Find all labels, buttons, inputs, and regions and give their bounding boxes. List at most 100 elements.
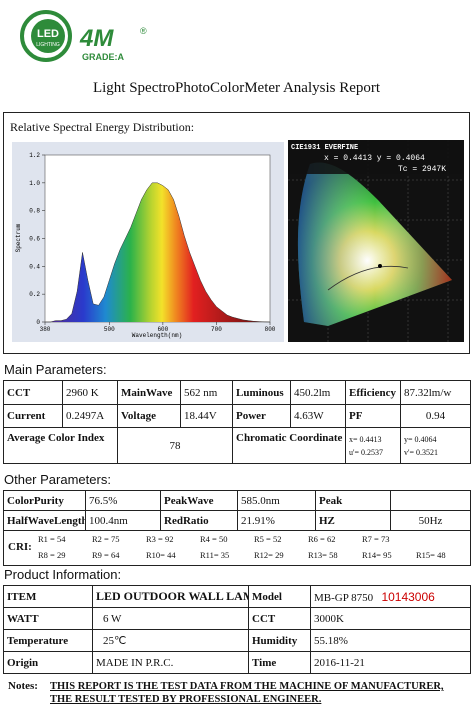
logo: LED LIGHTING 4M ® GRADE:A — [20, 10, 147, 62]
label: Peak — [315, 490, 391, 511]
value: 4.63W — [290, 404, 346, 428]
main-table: CCT 2960 K MainWave 562 nm Luminous 450.2lm… — [3, 380, 471, 464]
label: HZ — [315, 510, 391, 531]
cri-value: R1 = 54 — [38, 534, 66, 544]
value: 76.5% — [85, 490, 161, 511]
y-tick-label: 0 — [36, 319, 40, 326]
cri-value: R4 = 50 — [200, 534, 228, 544]
product-heading: Product Information: — [4, 567, 122, 582]
cri-value: R7 = 73 — [362, 534, 390, 544]
main-row: Average Color Index 78 Chromatic Coordin… — [3, 427, 471, 464]
x-axis-label: Wavelength(nm) — [132, 332, 182, 339]
cri-value: R2 = 75 — [92, 534, 120, 544]
other-heading: Other Parameters: — [4, 472, 111, 487]
label: Voltage — [117, 404, 181, 428]
y-tick-label: 0.4 — [29, 263, 40, 270]
value: x= 0.4413 u'= 0.2537 — [345, 427, 401, 464]
x-tick-label: 500 — [104, 326, 115, 333]
label: Efficiency — [345, 380, 401, 405]
cri-grid: CRI: R1 = 54 R2 = 75 R3 = 92 R4 = 50 R5 = 52… — [5, 532, 470, 565]
main-row: CCT 2960 K MainWave 562 nm Luminous 450.2lm… — [3, 380, 471, 405]
value: 2016-11-21 — [310, 651, 471, 674]
cri-value: R8 = 29 — [38, 550, 66, 560]
value: 0.94 — [400, 404, 471, 428]
grade: GRADE:A — [82, 52, 124, 62]
label: CCT — [3, 380, 63, 405]
y-tick-label: 0.8 — [29, 208, 40, 215]
spectral-heading: Relative Spectral Energy Distribution: — [10, 120, 195, 134]
label: PF — [345, 404, 401, 428]
logo-mark: ® — [140, 26, 147, 36]
value: MB-GP 8750 10143006 — [310, 585, 471, 608]
notes-label: Notes: — [8, 680, 38, 692]
value: 2960 K — [62, 380, 118, 405]
product-table: ITEM LED OUTDOOR WALL LAMP Model MB-GP 8… — [3, 585, 471, 674]
chrom-x: x= 0.4413 — [349, 434, 382, 444]
cri-value: R11= 35 — [200, 550, 230, 560]
value: 21.91% — [237, 510, 316, 531]
logo-brand: 4M — [79, 25, 114, 52]
cri-value: R13= 58 — [308, 550, 338, 560]
notes-line: THIS REPORT IS THE TEST DATA FROM THE MA… — [50, 681, 444, 692]
serial: 10143006 — [381, 589, 435, 604]
value: 3000K — [310, 607, 471, 630]
label: RedRatio — [160, 510, 238, 531]
cie-point — [378, 264, 382, 268]
label: ITEM — [3, 585, 93, 608]
label: Luminous — [232, 380, 291, 405]
product-row: WATT 6 W CCT 3000K — [3, 607, 471, 630]
cri-value: R3 = 92 — [146, 534, 174, 544]
value: 18.44V — [180, 404, 233, 428]
label: WATT — [3, 607, 93, 630]
x-tick-label: 700 — [211, 326, 222, 333]
chrom-y: y= 0.4064 — [404, 434, 437, 444]
label: Humidity — [248, 629, 311, 652]
y-tick-label: 0.2 — [29, 291, 40, 298]
cri-value: R10= 44 — [146, 550, 176, 560]
label: CCT — [248, 607, 311, 630]
value: 55.18% — [310, 629, 471, 652]
value: 585.0nm — [237, 490, 316, 511]
label: MainWave — [117, 380, 181, 405]
spectral-box — [3, 112, 470, 354]
cie-label: CIE1931 EVERFINE — [291, 144, 358, 152]
label: Power — [232, 404, 291, 428]
value: MADE IN P.R.C. — [92, 651, 249, 674]
product-row: Temperature 25℃ Humidity 55.18% — [3, 629, 471, 652]
logo-lighting: LIGHTING — [36, 42, 60, 48]
cri-value: R9 = 64 — [92, 550, 120, 560]
label: Origin — [3, 651, 93, 674]
value: 78 — [117, 427, 233, 464]
notes-text: THIS REPORT IS THE TEST DATA FROM THE MA… — [50, 680, 444, 706]
x-tick-label: 380 — [40, 326, 51, 333]
planckian-locus — [327, 265, 409, 291]
value: 0.2497A — [62, 404, 118, 428]
value: 450.2lm — [290, 380, 346, 405]
cri-value: R6 = 62 — [308, 534, 336, 544]
logo-disc — [31, 19, 65, 53]
label: Time — [248, 651, 311, 674]
spectrum-curve — [45, 182, 271, 323]
cri-value: R15= 48 — [416, 550, 446, 560]
product-row: ITEM LED OUTDOOR WALL LAMP Model MB-GP 8… — [3, 585, 471, 608]
y-tick-label: 1.0 — [29, 180, 40, 187]
cri-row: CRI: R1 = 54 R2 = 75 R3 = 92 R4 = 50 R5 = 52… — [3, 530, 471, 566]
value: 6 W — [92, 607, 249, 630]
model: MB-GP 8750 — [314, 591, 374, 604]
value: 562 nm — [180, 380, 233, 405]
value: LED OUTDOOR WALL LAMP — [92, 585, 249, 608]
label: Temperature — [3, 629, 93, 652]
main-heading: Main Parameters: — [4, 362, 107, 377]
y-tick-label: 1.2 — [29, 152, 40, 159]
value: 100.4nm — [85, 510, 161, 531]
cri-value: R12= 29 — [254, 550, 284, 560]
report-title: Light SpectroPhotoColorMeter Analysis Re… — [92, 80, 381, 96]
label: Model — [248, 585, 311, 608]
value: 87.32lm/w — [400, 380, 471, 405]
y-tick-label: 0.6 — [29, 236, 40, 243]
logo-ring — [20, 10, 72, 62]
cie-diagram: CIE1931 EVERFINE x = 0.4413 y = 0.4064 T… — [288, 140, 464, 342]
cie-header — [288, 140, 464, 174]
other-row: HalfWaveLength 100.4nm RedRatio 21.91% HZ 5… — [3, 510, 471, 531]
